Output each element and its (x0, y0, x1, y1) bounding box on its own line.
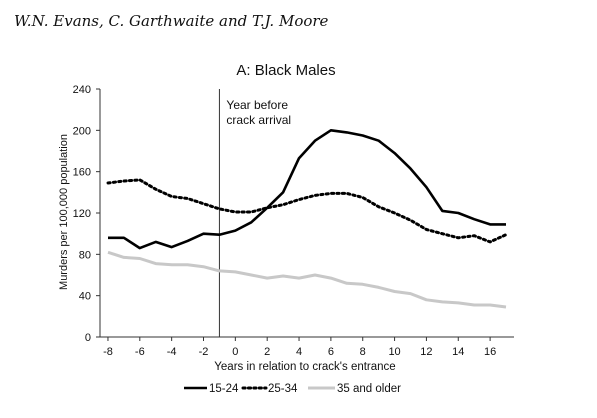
x-tick-label: -8 (103, 346, 113, 358)
axes: 0 40 80 120 160 200 240 -8 -6 -4 -2 0 2 4 6 8 10 12 14 16 (73, 84, 514, 358)
x-tick-label: 2 (264, 346, 270, 358)
x-tick-label: 14 (452, 346, 464, 358)
legend-label: 25-34 (268, 383, 298, 395)
x-tick-label: -2 (199, 346, 209, 358)
x-tick-label: -6 (135, 346, 145, 358)
y-tick-label: 40 (79, 291, 91, 303)
x-tick-label: 8 (360, 346, 366, 358)
legend: 15-24 25-34 35 and older (184, 383, 401, 395)
x-tick-label: 6 (328, 346, 334, 358)
y-tick-label: 120 (73, 208, 91, 220)
authors-header: W.N. Evans, C. Garthwaite and T.J. Moore (14, 12, 329, 30)
y-tick-label: 240 (73, 84, 91, 96)
x-tick-label: 10 (388, 346, 400, 358)
series-lines (106, 129, 508, 309)
chart-title: A: Black Males (236, 62, 335, 79)
x-tick-label: 12 (420, 346, 432, 358)
series-line-15-24 (108, 129, 506, 250)
legend-label: 15-24 (209, 383, 239, 395)
x-tick-label: 0 (232, 346, 238, 358)
y-tick-label: 0 (85, 332, 91, 344)
series-line-25-34 (106, 178, 508, 244)
annotation-text: crack arrival (226, 113, 291, 127)
y-tick-label: 160 (73, 167, 91, 179)
x-axis-label: Years in relation to crack's entrance (214, 361, 395, 373)
x-tick-label: 4 (296, 346, 302, 358)
series-line-35-and-older (107, 250, 507, 309)
legend-label: 35 and older (337, 383, 401, 395)
annotation-text: Year before (226, 98, 288, 112)
y-axis-label: Murders per 100,000 population (58, 134, 70, 290)
y-tick-label: 80 (79, 249, 91, 261)
x-tick-label: 16 (484, 346, 496, 358)
y-tick-label: 200 (73, 125, 91, 137)
x-tick-label: -4 (167, 346, 177, 358)
